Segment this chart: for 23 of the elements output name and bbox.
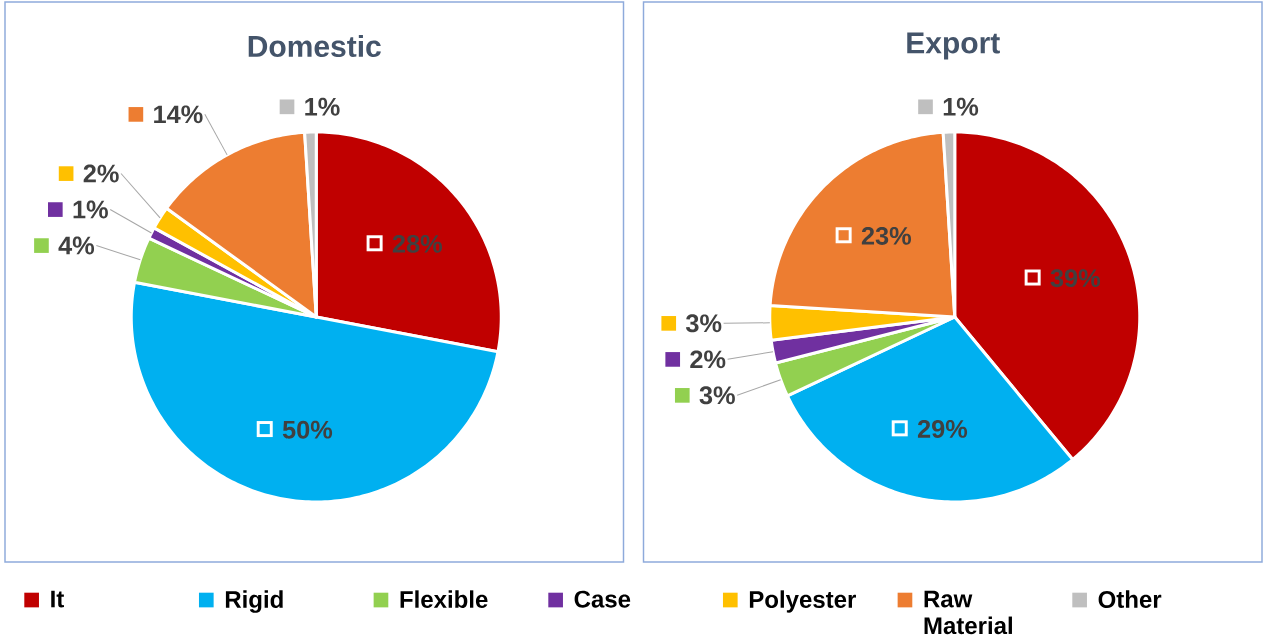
legend-label: Raw Material bbox=[924, 590, 1012, 635]
chart-title: Domestic bbox=[248, 34, 381, 58]
data-label: 23% bbox=[861, 226, 911, 245]
data-label: 29% bbox=[917, 419, 968, 438]
legend-label: Other bbox=[1098, 590, 1162, 608]
legend-label: Rigid bbox=[225, 590, 283, 613]
data-label: 28% bbox=[392, 234, 442, 253]
legend-label: It bbox=[51, 590, 64, 608]
data-label: 3% bbox=[699, 386, 735, 405]
data-label: 1% bbox=[73, 200, 108, 219]
data-label: 4% bbox=[58, 236, 95, 255]
data-label: 50% bbox=[282, 420, 333, 439]
data-label: 14% bbox=[154, 105, 203, 124]
data-label: 1% bbox=[943, 97, 979, 116]
legend-label: Polyester bbox=[749, 590, 856, 613]
data-label: 1% bbox=[305, 97, 340, 116]
data-label: 39% bbox=[1050, 269, 1101, 288]
data-label: 3% bbox=[685, 314, 722, 333]
chart-title: Export bbox=[907, 32, 1000, 60]
data-label: 2% bbox=[83, 164, 119, 183]
data-label: 2% bbox=[690, 350, 726, 369]
legend-label: Flexible bbox=[400, 590, 488, 608]
legend-label: Case bbox=[574, 590, 631, 608]
